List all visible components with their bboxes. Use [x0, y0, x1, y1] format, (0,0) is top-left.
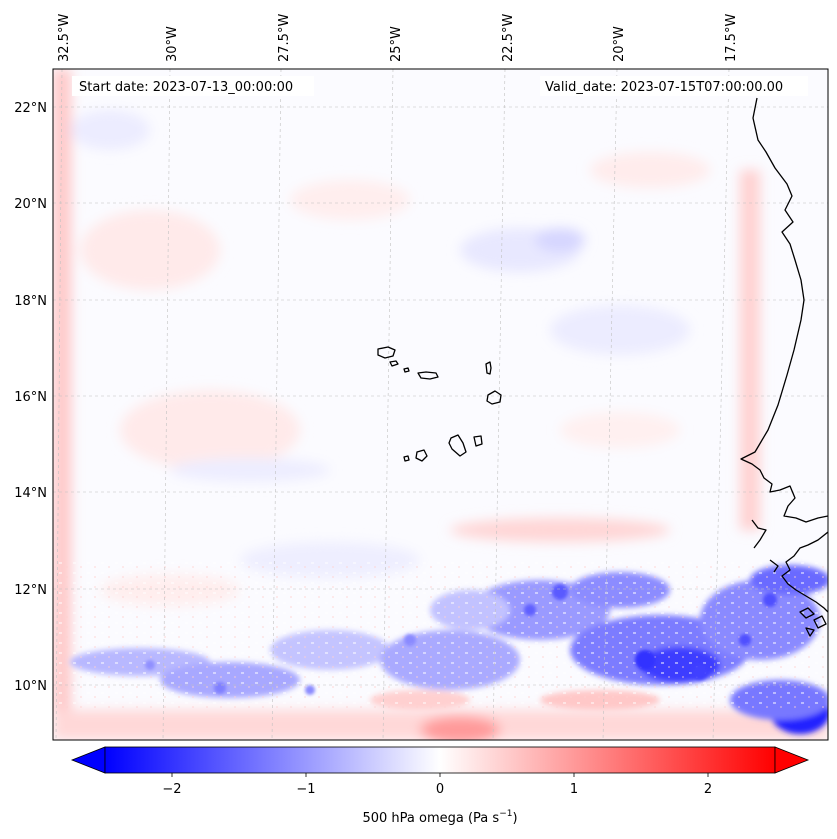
africa-coastline	[740, 97, 828, 523]
maio	[473, 435, 483, 447]
santa-luzia	[403, 367, 410, 373]
lon-label: 22.5°W	[501, 14, 516, 62]
lat-label: 20°N	[14, 197, 47, 212]
colorbar-variable: 500 hPa omega	[362, 811, 463, 826]
colorbar-tick-label: −1	[296, 782, 315, 797]
valid-date-text: Valid_date: 2023-07-15T07:00:00.00	[545, 80, 783, 95]
colorbar-body	[104, 746, 776, 774]
start-date-box	[72, 76, 314, 96]
omega-field	[53, 69, 828, 740]
colorbar-tick-label: 1	[570, 782, 578, 797]
colorbar-tick-label: 2	[704, 782, 712, 797]
guinea-coast	[781, 531, 828, 613]
boa-vista	[486, 390, 502, 405]
longitude-labels: 32.5°W 30°W 27.5°W 25°W 22.5°W 20°W 17.5…	[57, 14, 739, 62]
colorbar-unit: Pa s	[473, 811, 499, 826]
gridlines	[53, 68, 828, 741]
fogo	[415, 449, 428, 462]
start-date-text: Start date: 2023-07-13_00:00:00	[79, 80, 293, 95]
lon-label: 25°W	[389, 26, 404, 62]
colorbar-ticks	[171, 773, 709, 777]
coastline	[377, 97, 828, 637]
lat-label: 10°N	[14, 679, 47, 694]
convective-cells	[145, 584, 777, 695]
colorbar-unit-exponent: −1	[499, 809, 512, 819]
colorbar-tick-label: 0	[436, 782, 444, 797]
lat-label: 22°N	[14, 101, 47, 116]
valid-date-box	[540, 76, 808, 96]
lat-label: 14°N	[14, 486, 47, 501]
colorbar-label: 500 hPa omega (Pa s−1)	[362, 809, 517, 826]
colorbar: −2 −1 0 1 2 500 hPa omega (Pa s−1)	[70, 746, 810, 826]
sal	[485, 361, 492, 375]
latitude-labels: 22°N 20°N 18°N 16°N 14°N 12°N 10°N	[14, 101, 47, 694]
lat-label: 12°N	[14, 583, 47, 598]
lon-label: 30°W	[165, 26, 180, 62]
colorbar-extend-min	[70, 746, 106, 774]
lon-label: 17.5°W	[724, 14, 739, 62]
sao-vicente	[389, 360, 399, 367]
sao-nicolau	[417, 371, 439, 380]
colorbar-tick-label: −2	[162, 782, 181, 797]
colorbar-extend-max	[774, 746, 810, 774]
lon-label: 20°W	[612, 26, 627, 62]
santiago	[448, 434, 467, 457]
brava	[403, 455, 410, 462]
santo-antao	[377, 346, 396, 359]
coast-inlet	[751, 519, 779, 573]
map-panel: Start date: 2023-07-13_00:00:00 Valid_da…	[52, 68, 829, 741]
bissagos-islands	[799, 607, 827, 637]
lat-label: 18°N	[14, 294, 47, 309]
lon-label: 27.5°W	[277, 14, 292, 62]
lon-label: 32.5°W	[57, 14, 72, 62]
lat-label: 16°N	[14, 390, 47, 405]
map-frame	[52, 68, 829, 741]
